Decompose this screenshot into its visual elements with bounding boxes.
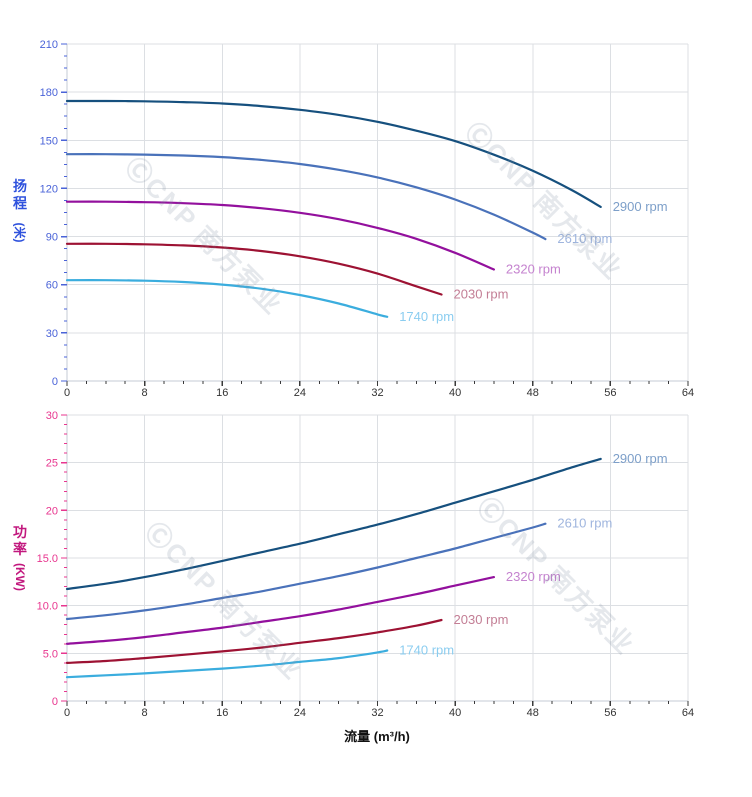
x-tick-label: 48	[527, 387, 539, 399]
y-tick-label: 25	[46, 458, 58, 470]
y-tick-label: 60	[46, 280, 58, 292]
y-tick-label: 90	[46, 232, 58, 244]
series-label-1740-rpm: 1740 rpm	[399, 643, 454, 658]
x-axis-title: 流量 (m³/h)	[344, 729, 410, 744]
x-tick-label: 32	[371, 387, 383, 399]
y-tick-label: 0	[52, 376, 58, 388]
x-tick-label: 40	[449, 707, 461, 719]
x-tick-label: 0	[64, 707, 70, 719]
y-tick-label: 5.0	[43, 648, 58, 660]
y-tick-label: 120	[40, 183, 58, 195]
y-tick-label: 0	[52, 696, 58, 708]
curve-1740-rpm	[65, 279, 389, 318]
curve-2320-rpm	[65, 576, 495, 645]
curve-2900-rpm	[65, 457, 602, 591]
power-y-axis-title-text: 功率	[13, 524, 27, 557]
y-tick-label: 30	[46, 328, 58, 340]
x-tick-label: 24	[294, 387, 306, 399]
y-tick-label: 210	[40, 39, 58, 51]
curve-2320-rpm	[65, 200, 495, 271]
x-tick-label: 24	[294, 707, 306, 719]
series-label-2320-rpm: 2320 rpm	[506, 262, 561, 277]
y-tick-label: 15.0	[37, 553, 58, 565]
x-tick-label: 56	[604, 387, 616, 399]
x-tick-label: 8	[142, 387, 148, 399]
series-label-2610-rpm: 2610 rpm	[557, 231, 612, 246]
series-label-1740-rpm: 1740 rpm	[399, 309, 454, 324]
head-y-axis-title-text: 扬程	[13, 178, 27, 211]
y-tick-label: 10.0	[37, 601, 58, 613]
x-tick-label: 40	[449, 387, 461, 399]
y-tick-label: 150	[40, 135, 58, 147]
curve-1740-rpm	[65, 649, 389, 679]
head-chart: 0 8 16 24 32 40 48 56 64 0 30 60 90 120 150 180 210 2900 …	[40, 39, 694, 399]
x-tick-label: 48	[527, 707, 539, 719]
x-tick-label: 64	[682, 387, 694, 399]
x-tick-label: 64	[682, 707, 694, 719]
head-y-axis-title: 扬程 (米)	[7, 178, 33, 243]
x-tick-label: 16	[216, 707, 228, 719]
head-y-axis-unit: (米)	[12, 222, 27, 243]
series-label-2030-rpm: 2030 rpm	[454, 612, 509, 627]
series-label-2900-rpm: 2900 rpm	[613, 451, 668, 466]
series-label-2610-rpm: 2610 rpm	[557, 516, 612, 531]
x-tick-label: 8	[142, 707, 148, 719]
y-tick-label: 30	[46, 410, 58, 422]
curve-2610-rpm	[65, 153, 547, 241]
x-tick-label: 56	[604, 707, 616, 719]
power-y-axis-title: 功率 (KW)	[7, 524, 33, 591]
series-label-2900-rpm: 2900 rpm	[613, 199, 668, 214]
x-tick-label: 32	[371, 707, 383, 719]
power-chart: 0 8 16 24 32 40 48 56 64 0 5.0 10.0 15.0 20 25 30 2900 r…	[37, 410, 695, 719]
series-label-2030-rpm: 2030 rpm	[454, 287, 509, 302]
curve-2030-rpm	[65, 618, 443, 664]
y-tick-label: 20	[46, 505, 58, 517]
x-tick-label: 0	[64, 387, 70, 399]
series-label-2320-rpm: 2320 rpm	[506, 569, 561, 584]
curve-2900-rpm	[65, 99, 602, 208]
x-tick-label: 16	[216, 387, 228, 399]
power-y-axis-unit: (KW)	[13, 562, 28, 591]
y-tick-label: 180	[40, 87, 58, 99]
curve-2610-rpm	[65, 522, 547, 621]
curve-2030-rpm	[65, 242, 443, 296]
